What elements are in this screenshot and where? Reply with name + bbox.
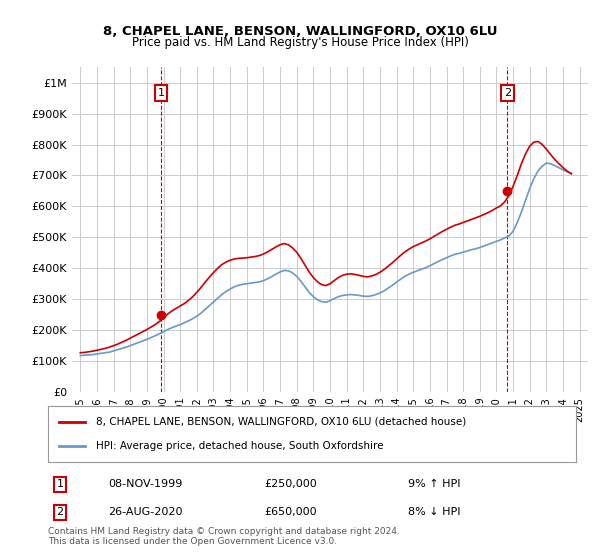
Text: 8, CHAPEL LANE, BENSON, WALLINGFORD, OX10 6LU: 8, CHAPEL LANE, BENSON, WALLINGFORD, OX1… xyxy=(103,25,497,38)
Text: 26-AUG-2020: 26-AUG-2020 xyxy=(108,507,182,517)
Text: 2: 2 xyxy=(56,507,64,517)
Text: £650,000: £650,000 xyxy=(264,507,317,517)
Text: 9% ↑ HPI: 9% ↑ HPI xyxy=(408,479,461,489)
Text: Contains HM Land Registry data © Crown copyright and database right 2024.
This d: Contains HM Land Registry data © Crown c… xyxy=(48,526,400,546)
Text: 1: 1 xyxy=(56,479,64,489)
Text: £250,000: £250,000 xyxy=(264,479,317,489)
Text: 8% ↓ HPI: 8% ↓ HPI xyxy=(408,507,461,517)
Text: 2: 2 xyxy=(504,88,511,98)
Text: Price paid vs. HM Land Registry's House Price Index (HPI): Price paid vs. HM Land Registry's House … xyxy=(131,36,469,49)
Text: 08-NOV-1999: 08-NOV-1999 xyxy=(108,479,182,489)
Text: 1: 1 xyxy=(158,88,164,98)
Text: HPI: Average price, detached house, South Oxfordshire: HPI: Average price, detached house, Sout… xyxy=(95,441,383,451)
Text: 8, CHAPEL LANE, BENSON, WALLINGFORD, OX10 6LU (detached house): 8, CHAPEL LANE, BENSON, WALLINGFORD, OX1… xyxy=(95,417,466,427)
